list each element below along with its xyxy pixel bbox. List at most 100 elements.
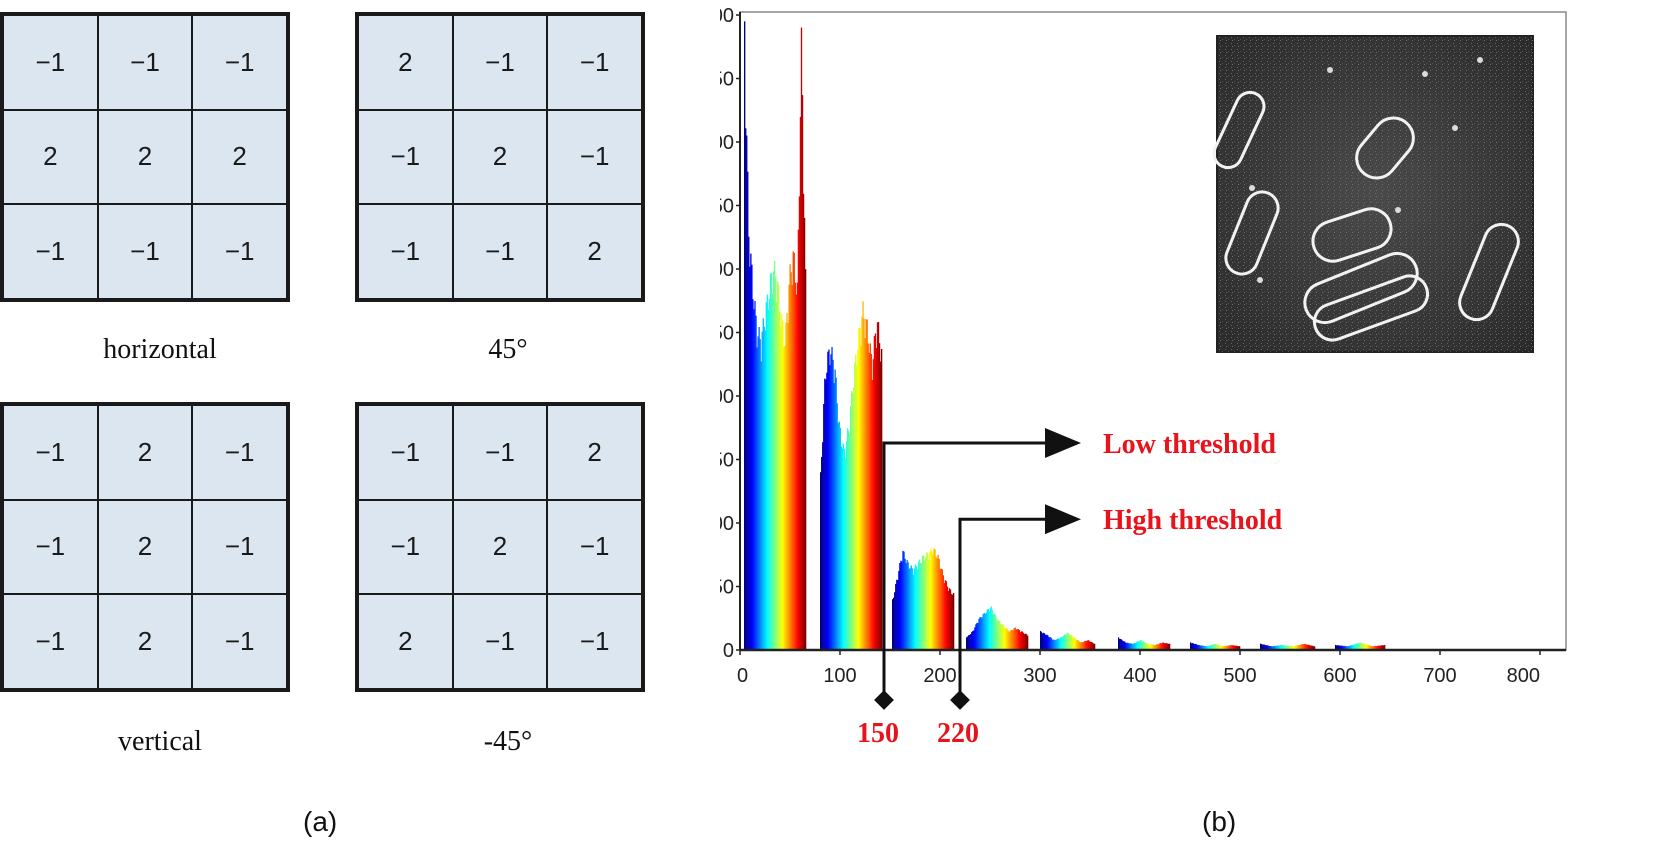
histogram-bar xyxy=(830,354,832,650)
histogram-bar xyxy=(1220,645,1222,650)
histogram-bar xyxy=(1119,638,1121,650)
histogram-bar xyxy=(1200,645,1202,650)
histogram-bar xyxy=(878,343,881,650)
histogram-bar xyxy=(1201,645,1203,650)
histogram-bar xyxy=(911,568,913,650)
histogram-bar xyxy=(1312,645,1314,650)
histogram-bar xyxy=(1151,644,1153,650)
histogram-bar xyxy=(978,618,980,650)
histogram-bar xyxy=(1208,645,1210,650)
histogram-bar xyxy=(999,621,1001,650)
histogram-bar xyxy=(1193,643,1195,650)
histogram-bar xyxy=(943,583,945,650)
histogram-bar xyxy=(792,251,794,650)
histogram-bar xyxy=(745,128,747,651)
kernel-caption-minus-45deg: -45° xyxy=(483,726,533,757)
histogram-bar xyxy=(1004,628,1006,650)
histogram-bar xyxy=(1076,639,1078,650)
histogram-bar xyxy=(1340,645,1342,650)
histogram-bar xyxy=(1308,644,1310,650)
histogram-bar xyxy=(1371,646,1373,650)
histogram-bar xyxy=(1024,633,1027,650)
histogram-bar xyxy=(1305,644,1308,650)
histogram-bar xyxy=(1309,645,1311,650)
histogram-bar xyxy=(846,428,849,650)
histogram-bar xyxy=(1160,643,1162,650)
histogram-bar xyxy=(791,285,793,650)
histogram-bar xyxy=(899,563,901,650)
histogram-bar xyxy=(1343,645,1345,650)
histogram-bar xyxy=(1084,641,1086,650)
histogram-bar xyxy=(776,301,778,650)
histogram-bar xyxy=(1219,645,1221,650)
y-tick-label: 50 xyxy=(720,577,734,599)
histogram-bar xyxy=(1351,645,1353,650)
histogram-bar xyxy=(1226,645,1228,650)
histogram-bar xyxy=(1136,641,1138,650)
histogram-bar xyxy=(1162,642,1164,650)
histogram-bar xyxy=(1124,641,1126,650)
histogram-bar xyxy=(1356,643,1358,650)
histogram-bar xyxy=(1347,646,1349,650)
histogram-bar xyxy=(1148,644,1150,650)
histogram-bar xyxy=(1005,628,1007,650)
histogram-bar xyxy=(1125,643,1127,650)
histogram-bar xyxy=(1014,627,1016,650)
histogram-bar xyxy=(1296,645,1298,650)
histogram-bar xyxy=(1206,646,1208,650)
histogram-bar xyxy=(1236,645,1238,650)
histogram-bar xyxy=(780,326,782,650)
histogram-bar xyxy=(1284,645,1286,650)
histogram-bar xyxy=(1363,643,1365,650)
histogram-bar xyxy=(1205,645,1207,650)
histogram-bar xyxy=(1278,645,1280,650)
histogram-bar xyxy=(1192,643,1194,650)
histogram-bar xyxy=(862,301,864,650)
histogram-bar xyxy=(852,393,854,650)
histogram-bar xyxy=(974,627,976,650)
histogram-bar xyxy=(1133,643,1135,650)
histogram-bar xyxy=(1313,646,1315,650)
histogram-bar xyxy=(892,599,894,650)
histogram-bar xyxy=(768,298,771,650)
histogram-bars xyxy=(744,21,1386,651)
histogram-bar xyxy=(934,549,936,650)
threshold-marker xyxy=(874,690,894,710)
histogram-bar xyxy=(1276,645,1278,650)
histogram-bar xyxy=(1154,645,1156,650)
histogram-bar xyxy=(1373,646,1375,650)
histogram-bar xyxy=(782,320,784,650)
histogram-bar xyxy=(968,635,970,650)
histogram-bar xyxy=(1234,645,1236,650)
histogram-bar xyxy=(1291,646,1293,650)
histogram-bar xyxy=(1002,624,1004,650)
histogram-bar xyxy=(842,443,845,650)
histogram-bar xyxy=(1365,644,1367,650)
histogram-bar xyxy=(1230,645,1232,650)
histogram-bar xyxy=(1370,646,1372,650)
kernel-vertical: −1 2 −1 −1 2 −1 −1 2 −1 xyxy=(0,402,290,692)
y-tick-label: 350 xyxy=(720,196,734,218)
histogram-bar xyxy=(1130,643,1132,650)
histogram-bar xyxy=(1070,634,1072,650)
histogram-bar xyxy=(875,347,878,650)
histogram-bar xyxy=(1042,632,1044,650)
histogram-bar xyxy=(1068,633,1070,650)
histogram-bar xyxy=(798,196,801,650)
histogram-bar xyxy=(1260,644,1263,650)
histogram-bar xyxy=(1372,646,1374,650)
histogram-bar xyxy=(985,612,987,650)
histogram-bar xyxy=(1229,645,1231,650)
histogram-bar xyxy=(781,313,783,650)
histogram-bar xyxy=(897,579,899,650)
histogram-bar xyxy=(1345,646,1347,650)
histogram-bar xyxy=(1235,645,1237,650)
histogram-bar xyxy=(836,403,838,650)
histogram-bar xyxy=(1047,635,1049,650)
histogram-bar xyxy=(786,312,788,650)
histogram-bar xyxy=(1165,643,1167,650)
histogram-bar xyxy=(1131,644,1134,650)
histogram-bar xyxy=(1293,646,1295,650)
histogram-bar xyxy=(1049,637,1051,650)
histogram-bar xyxy=(1082,642,1084,650)
